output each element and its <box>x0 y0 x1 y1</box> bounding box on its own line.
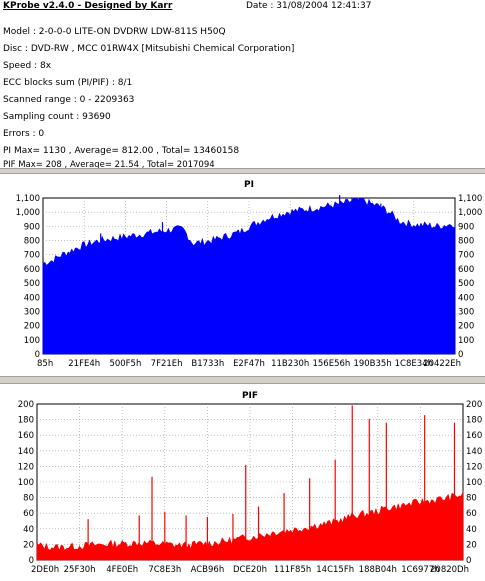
info-panel: KProbe v2.4.0 - Designed by Karr Date : … <box>0 0 485 170</box>
pi-ytick-left: 1,000 <box>16 208 40 218</box>
pif-summary-line: PIF Max= 208 , Average= 21.54 , Total= 2… <box>3 160 215 170</box>
pi-ytick-left: 900 <box>24 222 40 232</box>
pif-ytick-right: 120 <box>466 462 482 472</box>
pi-xtick: 85h <box>37 359 53 369</box>
pif-xtick: 188B04h <box>359 565 397 575</box>
pif-ytick-right: 200 <box>466 400 482 410</box>
pif-chart-title: PIF <box>242 391 258 401</box>
pi-xtick: 21FE4h <box>68 359 100 369</box>
pi-ytick-right: 700 <box>458 251 474 261</box>
pif-xtick: ACB96h <box>191 565 225 575</box>
pif-xtick: 7C8E3h <box>148 565 181 575</box>
pi-xtick: 20422Eh <box>423 359 461 369</box>
pi-xtick: 190B35h <box>353 359 391 369</box>
pif-ytick-left: 40 <box>23 525 34 535</box>
pi-ytick-right: 1,000 <box>458 208 482 218</box>
disc-line: Disc : DVD-RW , MCC 01RW4X [Mitsubishi C… <box>3 44 295 54</box>
pi-chart-panel: PI 0 0 100 100 200 200 300 300 400 400 500 500 600 600… <box>0 174 485 376</box>
pi-ytick-left: 500 <box>24 279 40 289</box>
pif-ytick-left: 140 <box>18 447 34 457</box>
pif-ytick-left: 20 <box>23 540 34 550</box>
pi-ytick-left: 800 <box>24 237 40 247</box>
pif-xtick: 14C15Fh <box>316 565 354 575</box>
app-title: KProbe v2.4.0 - Designed by Karr <box>3 1 173 11</box>
pif-ytick-left: 0 <box>29 556 34 566</box>
pi-xtick: E2F47h <box>233 359 265 369</box>
pif-ytick-right: 100 <box>466 478 482 488</box>
pif-chart-panel: PIF 0 0 20 20 40 40 60 60 80 80 100 100 120 120 140 140 1… <box>0 384 485 578</box>
pif-xtick: DCE20h <box>233 565 267 575</box>
pif-ytick-left: 200 <box>18 400 34 410</box>
pif-ytick-left: 180 <box>18 416 34 426</box>
pi-ytick-right: 200 <box>458 322 474 332</box>
pi-ytick-left: 0 <box>35 350 40 360</box>
pi-ytick-left: 1,100 <box>16 194 40 204</box>
pi-ytick-right: 100 <box>458 336 474 346</box>
panel-divider[interactable] <box>0 168 485 174</box>
pi-ytick-right: 400 <box>458 293 474 303</box>
pif-ytick-right: 180 <box>466 416 482 426</box>
pif-xtick: 25F30h <box>64 565 96 575</box>
pi-ytick-right: 900 <box>458 222 474 232</box>
pif-xtick: 2DE0h <box>31 565 59 575</box>
pi-ytick-left: 100 <box>24 336 40 346</box>
speed-line: Speed : 8x <box>3 61 52 71</box>
scan-date: Date : 31/08/2004 12:41:37 <box>246 1 372 11</box>
chart-divider[interactable] <box>0 376 485 384</box>
pif-ytick-left: 80 <box>23 494 34 504</box>
pif-ytick-left: 60 <box>23 509 34 519</box>
pi-ytick-right: 800 <box>458 237 474 247</box>
pif-ytick-left: 100 <box>18 478 34 488</box>
pif-xtick: 1C6977h <box>401 565 439 575</box>
sampling-line: Sampling count : 93690 <box>3 112 111 122</box>
pi-ytick-right: 1,100 <box>458 194 482 204</box>
pi-xtick: 500F5h <box>109 359 141 369</box>
pi-ytick-left: 700 <box>24 251 40 261</box>
pi-chart: PI 0 0 100 100 200 200 300 300 400 400 500 500 600 600… <box>16 180 483 369</box>
pif-chart: PIF 0 0 20 20 40 40 60 60 80 80 100 100 120 120 140 140 1… <box>18 391 482 575</box>
pif-ytick-right: 40 <box>466 525 477 535</box>
pi-ytick-left: 200 <box>24 322 40 332</box>
pi-ytick-right: 600 <box>458 265 474 275</box>
pif-ytick-right: 80 <box>466 494 477 504</box>
pi-summary-line: PI Max= 1130 , Average= 812.00 , Total= … <box>3 146 240 156</box>
pi-ytick-left: 600 <box>24 265 40 275</box>
pif-ytick-right: 140 <box>466 447 482 457</box>
pi-xtick: 7F21Eh <box>151 359 183 369</box>
range-line: Scanned range : 0 - 2209363 <box>3 95 135 105</box>
pif-ytick-right: 20 <box>466 540 477 550</box>
errors-line: Errors : 0 <box>3 129 45 139</box>
pif-xtick: 20820Dh <box>430 565 469 575</box>
pi-xtick: B1733h <box>191 359 224 369</box>
pif-ytick-left: 160 <box>18 431 34 441</box>
pif-series-area <box>36 491 464 561</box>
pif-ytick-right: 160 <box>466 431 482 441</box>
pi-xtick: 11B230h <box>271 359 309 369</box>
pif-xtick: 111F85h <box>274 565 311 575</box>
pi-ytick-left: 300 <box>24 307 40 317</box>
pif-xtick: 4FE0Eh <box>106 565 138 575</box>
pi-xtick: 156E56h <box>312 359 350 369</box>
pif-ytick-left: 120 <box>18 462 34 472</box>
pi-ytick-right: 300 <box>458 307 474 317</box>
pi-ytick-left: 400 <box>24 293 40 303</box>
model-line: Model : 2-0-0-0 LITE-ON DVDRW LDW-811S H… <box>3 27 226 37</box>
pi-ytick-right: 500 <box>458 279 474 289</box>
ecc-line: ECC blocks sum (PI/PIF) : 8/1 <box>3 78 133 88</box>
pi-chart-title: PI <box>244 180 254 190</box>
pi-ytick-right: 0 <box>458 350 463 360</box>
pi-xtick: 1C8E34h <box>395 359 433 369</box>
pif-ytick-right: 0 <box>466 556 471 566</box>
pif-ytick-right: 60 <box>466 509 477 519</box>
